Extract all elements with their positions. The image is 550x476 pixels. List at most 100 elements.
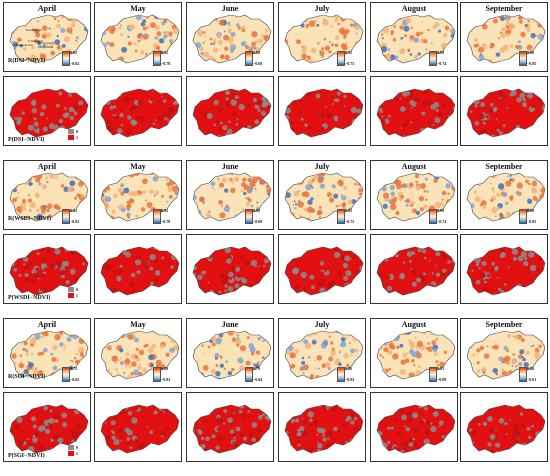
correlation-panel-april: April 0.82 −0.82 R(DSI−NDVI) Kazakhstan Uzbek… xyxy=(3,2,91,72)
colorbar-min-label: −0.82 xyxy=(70,61,80,66)
row-label-correlation: R(WSDI−NDVI) xyxy=(8,216,52,222)
correlation-panel-august: August 0.89 −0.74 xyxy=(370,160,458,230)
significance-panel-april: 0 1 P(DSI−NDVI) xyxy=(3,76,91,146)
correlation-panel-august: August 0.89 −0.74 xyxy=(370,2,458,72)
colorbar-max-label: 0.80 xyxy=(161,366,168,371)
correlation-panel-september: September 0.90 −0.85 xyxy=(460,160,548,230)
month-title: July xyxy=(314,320,330,329)
legend-swatch-red xyxy=(68,293,74,298)
colorbar-max-label: 0.89 xyxy=(437,208,444,213)
colorbar-min-label: −0.85 xyxy=(527,61,537,66)
correlation-panel-june: June 0.88 −0.69 xyxy=(186,2,274,72)
significance-panel-july xyxy=(278,76,366,146)
row-label-significance: P(DSI−NDVI) xyxy=(8,137,45,143)
colorbar-min-label: −0.85 xyxy=(527,219,537,224)
significance-map-region xyxy=(376,88,456,138)
legend-swatch-gray xyxy=(68,445,74,450)
country-label: Uzbekistan xyxy=(28,39,44,43)
correlation-panel-july: July 0.86 −0.92 xyxy=(278,318,366,388)
significance-panel-august xyxy=(370,392,458,462)
month-title: August xyxy=(401,162,427,171)
colorbar-min-label: −0.84 xyxy=(253,377,263,382)
significance-panel-april: 0 1 P(SGI−NDVI) xyxy=(3,392,91,462)
significance-panel-june xyxy=(186,234,274,304)
legend-label-0: 0 xyxy=(76,129,78,134)
correlation-map-region xyxy=(9,14,89,64)
colorbar-max-label: 0.82 xyxy=(70,50,77,55)
month-title: September xyxy=(485,162,523,171)
colorbar-max-label: 0.72 xyxy=(70,366,77,371)
colorbar xyxy=(245,209,253,224)
legend-swatch-gray xyxy=(68,287,74,292)
colorbar-max-label: 0.90 xyxy=(527,50,534,55)
colorbar-max-label: 0.83 xyxy=(437,366,444,371)
significance-panel-may xyxy=(94,392,182,462)
colorbar-min-label: −0.74 xyxy=(437,219,447,224)
significance-map-region xyxy=(192,88,272,138)
colorbar-max-label: 0.86 xyxy=(345,366,352,371)
significance-panel-august xyxy=(370,76,458,146)
significance-panel-september xyxy=(460,234,548,304)
significance-map-region xyxy=(9,88,89,138)
colorbar-min-label: −0.69 xyxy=(253,61,263,66)
significance-panel-june xyxy=(186,392,274,462)
colorbar xyxy=(153,367,161,382)
significance-map-region xyxy=(100,88,180,138)
colorbar-min-label: −0.75 xyxy=(345,61,355,66)
colorbar-min-label: −0.89 xyxy=(437,377,447,382)
month-title: June xyxy=(221,162,239,171)
correlation-panel-may: May 0.92 −0.78 xyxy=(94,160,182,230)
correlation-panel-june: June 0.79 −0.84 xyxy=(186,318,274,388)
significance-panel-may xyxy=(94,234,182,304)
legend-swatch-red xyxy=(68,135,74,140)
country-label: Kazakhstan xyxy=(26,28,42,32)
correlation-panel-june: June 0.88 −0.69 xyxy=(186,160,274,230)
correlation-panel-july: July 0.92 −0.75 xyxy=(278,2,366,72)
significance-map-region xyxy=(100,404,180,454)
month-title: September xyxy=(485,320,523,329)
significance-map-region xyxy=(9,404,89,454)
country-label: Tajikistan xyxy=(40,45,54,49)
colorbar-max-label: 0.89 xyxy=(437,50,444,55)
significance-panel-september xyxy=(460,392,548,462)
colorbar-min-label: −0.82 xyxy=(161,377,171,382)
colorbar-max-label: 0.92 xyxy=(345,208,352,213)
colorbar-min-label: −0.82 xyxy=(70,219,80,224)
row-label-significance: P(WSDI−NDVI) xyxy=(8,295,51,301)
significance-panel-april: 0 1 P(WSDI−NDVI) xyxy=(3,234,91,304)
correlation-panel-july: July 0.92 −0.75 xyxy=(278,160,366,230)
colorbar-max-label: 0.92 xyxy=(161,208,168,213)
colorbar xyxy=(337,51,345,66)
legend-label-1: 1 xyxy=(76,293,78,298)
significance-panel-may xyxy=(94,76,182,146)
month-title: May xyxy=(130,4,146,13)
month-title: May xyxy=(130,162,146,171)
colorbar xyxy=(519,367,527,382)
correlation-panel-may: May 0.80 −0.82 xyxy=(94,318,182,388)
row-label-significance: P(SGI−NDVI) xyxy=(8,453,45,459)
month-title: July xyxy=(314,162,330,171)
colorbar-min-label: −0.69 xyxy=(253,219,263,224)
month-title: September xyxy=(485,4,523,13)
colorbar-max-label: 0.82 xyxy=(70,208,77,213)
significance-panel-september xyxy=(460,76,548,146)
colorbar-min-label: −0.78 xyxy=(161,61,171,66)
month-title: April xyxy=(37,320,57,329)
correlation-panel-april: April 0.72 −0.82 R(SGI−NDVI) xyxy=(3,318,91,388)
month-title: May xyxy=(130,320,146,329)
colorbar xyxy=(62,51,70,66)
month-title: April xyxy=(37,4,57,13)
legend-swatch-red xyxy=(68,451,74,456)
correlation-panel-august: August 0.83 −0.89 xyxy=(370,318,458,388)
colorbar-min-label: −0.74 xyxy=(437,61,447,66)
legend-label-1: 1 xyxy=(76,135,78,140)
correlation-panel-april: April 0.82 −0.82 R(WSDI−NDVI) xyxy=(3,160,91,230)
significance-panel-july xyxy=(278,234,366,304)
colorbar xyxy=(519,209,527,224)
colorbar xyxy=(337,209,345,224)
significance-panel-july xyxy=(278,392,366,462)
colorbar-min-label: −0.81 xyxy=(527,377,537,382)
colorbar xyxy=(337,367,345,382)
correlation-map-region xyxy=(284,172,364,222)
